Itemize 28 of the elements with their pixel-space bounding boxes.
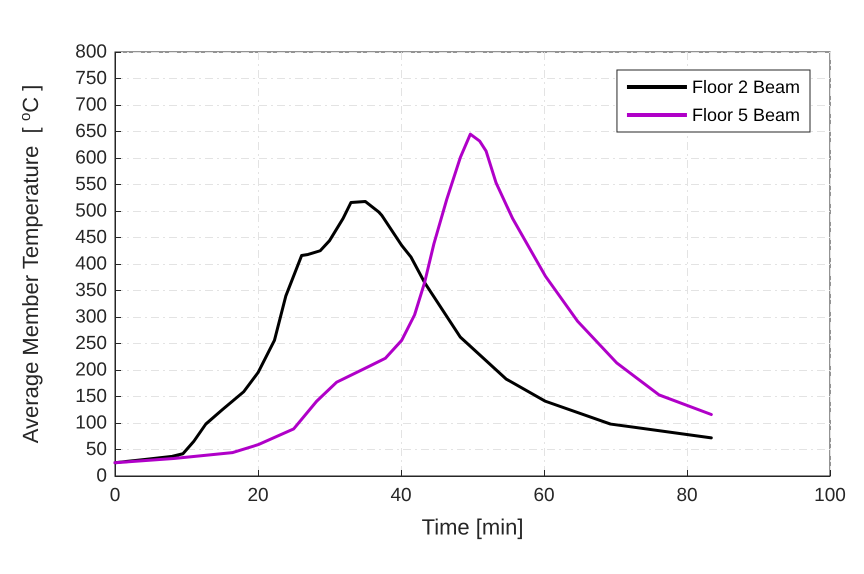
- y-tick-label: 650: [75, 121, 107, 142]
- y-tick-label: 750: [75, 68, 107, 89]
- y-axis-title: Average Member Temperature [ oC ]: [17, 84, 43, 444]
- y-tick-label: 400: [75, 254, 107, 274]
- y-tick-label: 600: [75, 148, 107, 168]
- y-tick-label: 500: [75, 200, 107, 222]
- y-tick-label: 100: [75, 412, 107, 434]
- x-tick-label: 100: [814, 485, 846, 506]
- x-axis-title: Time [min]: [422, 514, 524, 540]
- y-tick-label: 350: [75, 280, 107, 301]
- x-tick-label: 0: [110, 485, 120, 506]
- y-tick-label: 250: [75, 333, 107, 354]
- y-tick-label: 450: [75, 227, 107, 248]
- x-tick-label: 20: [247, 485, 269, 506]
- line-series: [114, 132, 713, 464]
- x-tick-label: 60: [533, 485, 555, 506]
- y-tick-label: 550: [75, 174, 107, 195]
- x-tick-label: 40: [390, 485, 412, 506]
- legend-label: Floor 5 Beam: [692, 105, 800, 125]
- y-tick-label: 0: [96, 466, 107, 486]
- y-tick-label: 150: [75, 386, 107, 407]
- y-tick-label: 700: [75, 94, 107, 116]
- legend-label: Floor 2 Beam: [692, 77, 800, 97]
- y-tick-label: 200: [75, 360, 107, 380]
- y-tick-label: 50: [86, 439, 107, 460]
- x-tick-label: 80: [676, 485, 698, 506]
- y-tick-label: 800: [75, 42, 107, 62]
- y-tick-label: 300: [75, 306, 107, 328]
